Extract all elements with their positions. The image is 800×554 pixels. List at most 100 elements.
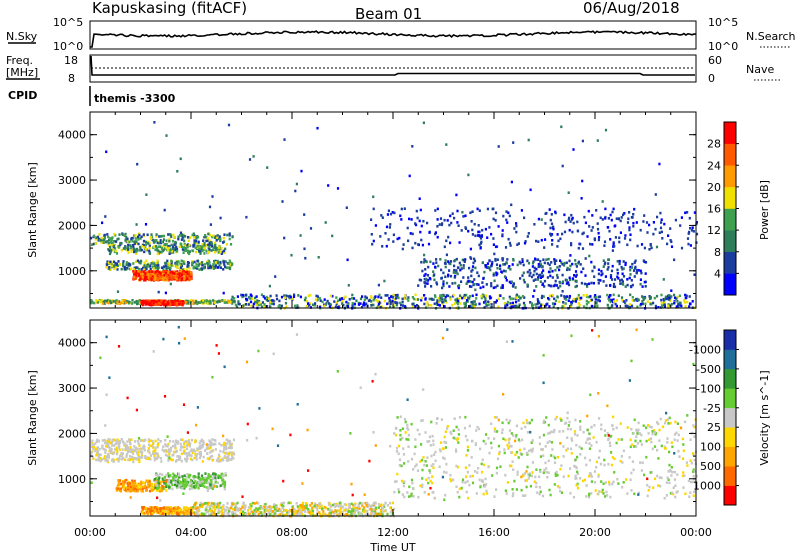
power-point [236, 295, 239, 298]
power-point [510, 280, 513, 284]
power-point [608, 294, 612, 297]
power-point [207, 266, 210, 270]
power-point [100, 299, 103, 302]
power-point [589, 299, 592, 302]
power-point [208, 239, 211, 242]
vel-point [192, 448, 195, 452]
vel-point [411, 481, 414, 485]
vel-point [401, 427, 404, 430]
power-point [212, 234, 215, 237]
vel-point [161, 448, 164, 452]
power-point [206, 261, 209, 265]
vel-point [550, 441, 554, 444]
power-point [608, 295, 611, 299]
power-point [142, 239, 146, 243]
vel-point [593, 424, 596, 427]
power-point [433, 273, 436, 276]
vel-point [338, 512, 341, 516]
power-point [224, 265, 227, 269]
vel-point [692, 494, 695, 497]
vel-point [116, 438, 119, 442]
vel-point [206, 445, 209, 449]
vel-point [590, 480, 593, 483]
power-point [610, 218, 613, 222]
vel-point [629, 478, 632, 482]
power-point [372, 195, 375, 199]
power-point [176, 170, 179, 173]
power-point [271, 302, 274, 305]
power-point [202, 299, 205, 302]
vel-point [597, 456, 601, 459]
vel-point [466, 445, 469, 449]
power-point [193, 239, 196, 242]
power-point [229, 263, 232, 266]
power-point [517, 299, 520, 302]
power-point [484, 265, 487, 269]
vel-point [227, 439, 231, 443]
vel-point [574, 458, 577, 461]
power-point [607, 217, 610, 220]
power-point [532, 273, 535, 277]
power-point [484, 300, 487, 303]
power-point [142, 234, 146, 238]
power-point [547, 284, 550, 287]
power-point [612, 293, 615, 297]
power-point [414, 305, 417, 308]
vel-point [185, 460, 188, 463]
vel-point [304, 506, 307, 509]
power-point [341, 299, 344, 303]
power-point [137, 235, 140, 239]
vel-point [233, 508, 237, 511]
power-point [556, 276, 559, 279]
power-point [596, 222, 599, 225]
power-point [124, 239, 127, 242]
vel-point [179, 445, 183, 449]
power-point [113, 267, 116, 271]
power-point [190, 299, 193, 302]
power-point [489, 296, 492, 300]
vel-point [619, 459, 622, 463]
vel-point [204, 512, 207, 516]
beam-title: Beam 01 [355, 5, 422, 23]
vel-point [141, 456, 144, 459]
vel-point [407, 433, 410, 437]
power-point [162, 301, 165, 305]
vel-point [493, 437, 496, 440]
vel-point [99, 459, 102, 463]
vel-point [320, 504, 323, 508]
power-point [222, 291, 225, 295]
power-point [200, 247, 203, 251]
vel-point [663, 447, 667, 450]
power-point [497, 145, 500, 148]
vel-point [584, 456, 587, 460]
vel-point [90, 451, 93, 454]
power-point [642, 220, 645, 223]
power-point [134, 270, 138, 273]
vel-point [198, 506, 201, 510]
power-point [621, 299, 624, 302]
vel-point [131, 455, 134, 459]
power-point [160, 299, 163, 302]
power-point [495, 271, 498, 275]
vel-point [663, 445, 666, 449]
power-point [170, 259, 173, 263]
power-point [584, 257, 587, 260]
vel-point [663, 421, 667, 425]
vel-point [95, 448, 98, 452]
power-point [481, 228, 484, 232]
power-point [140, 300, 143, 303]
power-point [115, 240, 118, 243]
power-point [461, 258, 464, 262]
vel-point [104, 459, 107, 462]
power-point [126, 237, 129, 241]
vel-point [467, 496, 470, 500]
vel-point [153, 454, 156, 457]
power-point [496, 258, 499, 261]
vel-point [394, 426, 397, 430]
power-point [176, 266, 179, 269]
power-point [129, 267, 133, 271]
power-point [685, 294, 688, 298]
power-point [137, 273, 140, 277]
vel-point [192, 505, 195, 509]
power-point [493, 279, 496, 283]
